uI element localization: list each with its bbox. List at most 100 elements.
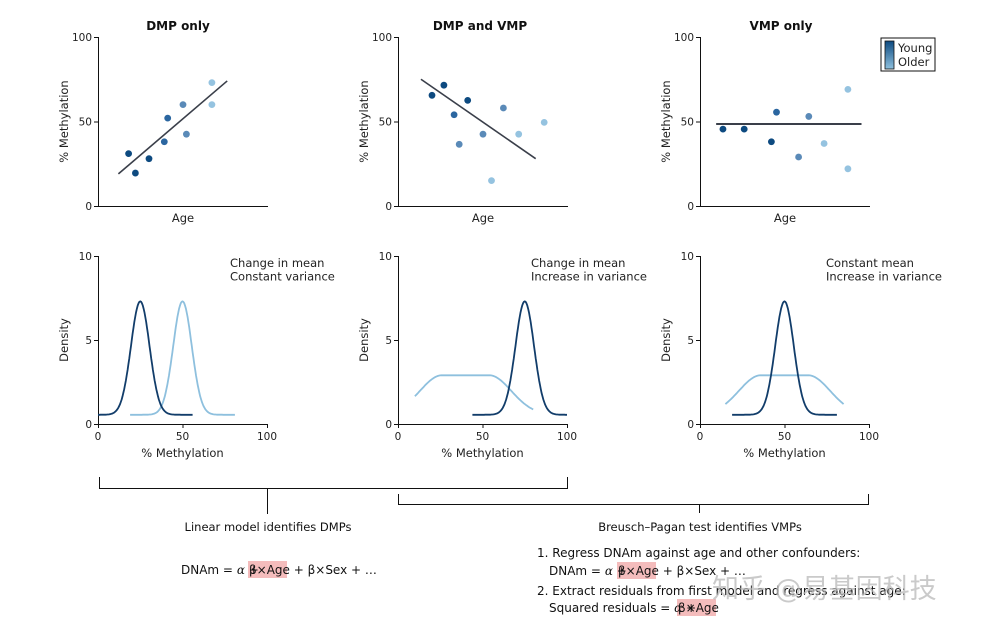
y-axis-label: % Methylation (659, 80, 673, 162)
panel-title: VMP only (750, 19, 813, 33)
beta-age-highlight (248, 561, 287, 578)
x-tick-label: 50 (476, 431, 489, 443)
data-point (440, 81, 448, 89)
x-axis-label: % Methylation (141, 446, 223, 460)
y-tick-label: 0 (687, 201, 694, 213)
y-axis-label: % Methylation (357, 80, 371, 162)
panel-annotation: Change in mean (531, 256, 625, 270)
dmp-method-caption: Linear model identifies DMPs (185, 520, 352, 534)
data-point (773, 108, 780, 116)
data-point (768, 138, 775, 146)
data-point (540, 118, 548, 126)
y-tick-label: 0 (687, 419, 694, 431)
y-tick-label: 5 (687, 335, 694, 347)
legend-label-young: Young (897, 41, 932, 55)
x-tick-label: 50 (778, 431, 791, 443)
panel-title: DMP only (146, 19, 210, 33)
data-point (500, 104, 507, 112)
beta-age-highlight (617, 562, 656, 579)
regression-line (420, 78, 537, 160)
breusch-pagan-steps: 1. Regress DNAm against age and other co… (537, 546, 906, 616)
x-axis-label: Age (472, 211, 494, 225)
y-tick-label: 5 (385, 335, 392, 347)
x-axis-label: % Methylation (743, 446, 825, 460)
data-point (160, 138, 168, 146)
data-point (805, 113, 813, 120)
y-tick-label: 100 (372, 32, 392, 44)
y-tick-label: 10 (681, 251, 694, 263)
data-point (179, 101, 187, 108)
y-tick-label: 50 (79, 117, 92, 129)
bracket-vmp (398, 494, 869, 513)
y-axis-label: % Methylation (57, 80, 71, 162)
panel-annotation: Change in mean (230, 256, 324, 270)
data-point (208, 101, 216, 108)
data-point (208, 79, 216, 87)
regression-line (117, 80, 228, 175)
density-curve-older (724, 374, 845, 405)
x-axis-label: Age (172, 211, 194, 225)
step-1-text: 1. Regress DNAm against age and other co… (537, 546, 860, 560)
panel-annotation: Increase in variance (826, 270, 942, 284)
x-tick-label: 0 (697, 431, 704, 443)
data-point (719, 125, 727, 133)
legend-label-older: Older (898, 55, 930, 69)
vmp-method-caption: Breusch–Pagan test identifies VMPs (598, 520, 802, 534)
data-point (145, 155, 153, 163)
x-tick-label: 50 (176, 431, 189, 443)
data-point (455, 140, 463, 148)
data-point (820, 140, 828, 147)
data-point (795, 153, 802, 161)
y-tick-label: 100 (72, 32, 92, 44)
step-2-equation: Squared residuals = α + β×Age (549, 601, 719, 615)
x-tick-label: 100 (859, 431, 879, 443)
y-tick-label: 10 (79, 251, 92, 263)
data-point (515, 130, 523, 138)
x-tick-label: 0 (95, 431, 102, 443)
x-axis-label: Age (774, 211, 796, 225)
x-axis-label: % Methylation (441, 446, 523, 460)
y-tick-label: 0 (85, 201, 92, 213)
legend: Young Older (880, 37, 936, 72)
data-point (488, 177, 495, 185)
data-point (132, 169, 139, 177)
watermark: 知乎 @易基因科技 (712, 574, 937, 605)
step-2-text: 2. Extract residuals from first model an… (537, 584, 906, 598)
data-point (479, 130, 487, 138)
linear-model-equation: DNAm = α + β×Age + β×Sex + … (181, 561, 377, 578)
x-tick-label: 100 (257, 431, 277, 443)
scatter-panel-vmp-only: VMP only 0 50 100 Age % Methylation (659, 19, 870, 225)
y-tick-label: 50 (379, 117, 392, 129)
density-curve-older (130, 300, 235, 416)
y-tick-label: 100 (674, 32, 694, 44)
y-tick-label: 0 (85, 419, 92, 431)
y-axis-label: Density (357, 318, 371, 362)
data-point (844, 165, 852, 173)
data-point (428, 91, 436, 99)
x-tick-label: 0 (395, 431, 402, 443)
bracket-dmp (99, 477, 568, 514)
density-curve-young (472, 300, 567, 416)
data-point (125, 150, 132, 158)
data-point (164, 114, 172, 122)
y-tick-label: 10 (379, 251, 392, 263)
y-axis-label: Density (57, 318, 71, 362)
scatter-panel-dmp-and-vmp: DMP and VMP 0 50 100 Age % Methylation (357, 19, 568, 225)
scatter-panel-dmp-only: DMP only 0 50 100 Age % Methylation (57, 19, 268, 225)
y-tick-label: 0 (385, 419, 392, 431)
legend-gradient-swatch (884, 40, 895, 70)
x-tick-label: 100 (557, 431, 577, 443)
panel-annotation: Constant mean (826, 256, 914, 270)
density-curve-older (414, 374, 534, 411)
y-tick-label: 5 (85, 335, 92, 347)
data-point (464, 96, 472, 104)
equation-text: DNAm = α + β×Age + β×Sex + … (181, 563, 377, 577)
data-point (740, 125, 748, 133)
data-point (183, 130, 190, 138)
y-tick-label: 0 (385, 201, 392, 213)
step-1-equation: DNAm = α + β×Age + β×Sex + … (549, 564, 746, 578)
